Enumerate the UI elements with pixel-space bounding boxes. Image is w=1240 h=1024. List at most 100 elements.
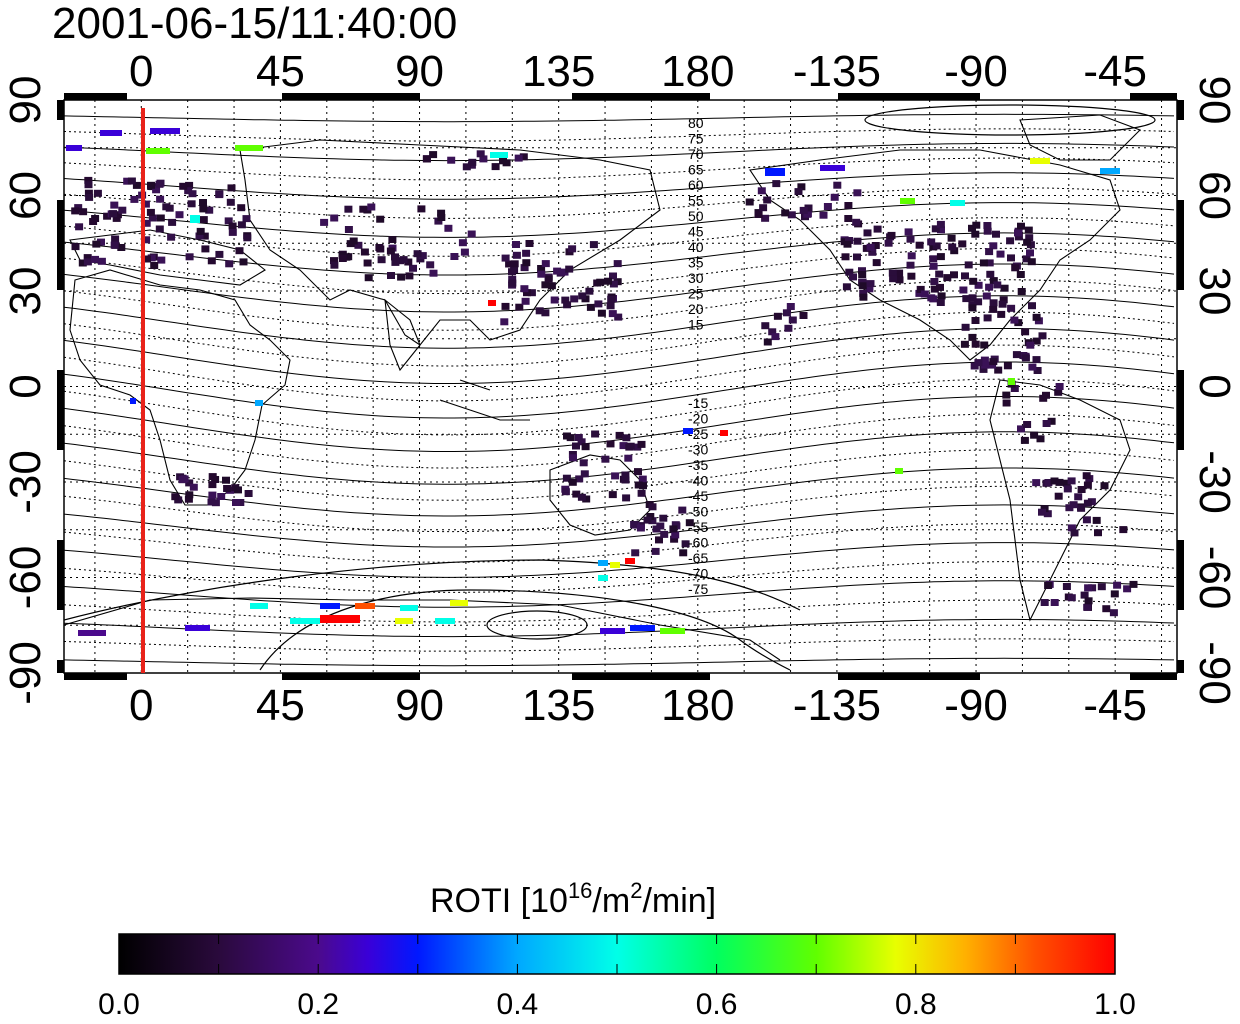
contour-line [64, 328, 1175, 384]
roti-cell [223, 485, 232, 492]
roti-cell [1109, 609, 1118, 617]
roti-cell [931, 225, 940, 233]
roti-cell [597, 309, 606, 317]
roti-cell [853, 237, 862, 245]
contour-label-north: 55 [688, 193, 704, 209]
roti-cell [669, 525, 678, 533]
north-pole-contour [864, 104, 1156, 136]
roti-cell [211, 499, 220, 507]
lon-tick-label-top: -135 [793, 47, 881, 96]
roti-cell [895, 269, 904, 277]
roti-cell [866, 243, 875, 251]
lat-tick-label-right: 30 [1190, 267, 1239, 316]
roti-cell [950, 271, 958, 279]
roti-cell [1017, 222, 1025, 230]
contour-line [64, 657, 1175, 667]
roti-cell [1023, 238, 1032, 246]
roti-cell-highlight [100, 130, 122, 136]
roti-cell-highlight [1008, 378, 1015, 385]
roti-cell [1028, 363, 1037, 371]
roti-cell [147, 254, 156, 262]
roti-cell [823, 203, 832, 210]
roti-cell [201, 245, 210, 253]
roti-cell [907, 252, 916, 260]
roti-cell [207, 257, 216, 265]
roti-cell [146, 208, 155, 216]
roti-cell-highlight [255, 400, 263, 406]
left-edge-bar [57, 100, 64, 120]
roti-cell [156, 214, 165, 222]
roti-cell [979, 259, 988, 267]
roti-cell [1084, 584, 1093, 592]
roti-cell-highlight [250, 603, 268, 609]
contour-label-south: -45 [688, 488, 708, 504]
roti-cell [964, 261, 973, 269]
roti-cell [117, 244, 126, 251]
roti-cell [930, 285, 939, 293]
coastline-path [239, 139, 661, 346]
roti-cell [359, 205, 368, 213]
right-edge-bar [1177, 100, 1184, 120]
coastline-path [69, 269, 291, 506]
roti-cell [234, 486, 242, 494]
roti-cell [929, 255, 938, 263]
roti-cell [656, 522, 665, 530]
lon-tick-label-bottom: -45 [1083, 681, 1147, 730]
roti-cell [541, 281, 550, 289]
roti-cell [103, 212, 112, 220]
roti-cell [968, 304, 977, 312]
roti-cell [109, 210, 118, 218]
roti-cell [1083, 499, 1092, 507]
roti-cell [971, 340, 980, 348]
roti-cell [468, 158, 477, 166]
roti-cell [222, 476, 230, 484]
contour-line [64, 485, 1175, 533]
roti-cell [648, 517, 657, 525]
contour-label-south: -75 [688, 581, 708, 597]
roti-cell [927, 238, 936, 246]
roti-cell-highlight [683, 428, 693, 434]
roti-cell [458, 239, 467, 247]
left-edge-bar [57, 540, 64, 610]
roti-cell [563, 301, 572, 309]
roti-cell [1047, 417, 1056, 425]
roti-cell [1038, 332, 1047, 340]
roti-cell [354, 241, 363, 249]
roti-cell-highlight [660, 628, 685, 634]
south-contour-arc [64, 559, 801, 621]
roti-cell [1062, 583, 1071, 590]
roti-cell [997, 310, 1006, 318]
roti-cell [996, 250, 1005, 258]
roti-cell [633, 443, 642, 451]
roti-cell [391, 258, 400, 266]
roti-cell [569, 454, 577, 462]
contour-label-north: 15 [688, 317, 704, 333]
roti-cell [187, 200, 196, 208]
roti-cell [215, 250, 224, 258]
roti-cell [132, 181, 141, 189]
roti-cell [1040, 505, 1049, 513]
roti-cell [500, 318, 509, 326]
roti-cell [1042, 391, 1050, 399]
lon-tick-label-top: 135 [522, 47, 595, 96]
roti-cell [205, 206, 214, 214]
roti-cell [929, 262, 938, 270]
roti-cell [937, 226, 945, 234]
roti-cell [983, 314, 992, 322]
roti-cell [501, 302, 510, 310]
roti-cell [1102, 605, 1111, 613]
roti-cell [97, 238, 105, 246]
roti-cell [982, 292, 991, 300]
colorbar-tick-label: 0.4 [497, 988, 539, 1021]
roti-cell [1000, 284, 1009, 292]
roti-cell [1017, 425, 1025, 433]
roti-cell-highlight [950, 200, 965, 206]
roti-cell [227, 184, 236, 192]
roti-cell [84, 189, 93, 197]
roti-cell [872, 259, 881, 267]
roti-cell [391, 253, 399, 261]
roti-cell [1014, 229, 1022, 237]
contour-label-south: -35 [688, 457, 708, 473]
south-pole-contour-outer [259, 589, 791, 671]
roti-cell [437, 214, 446, 221]
